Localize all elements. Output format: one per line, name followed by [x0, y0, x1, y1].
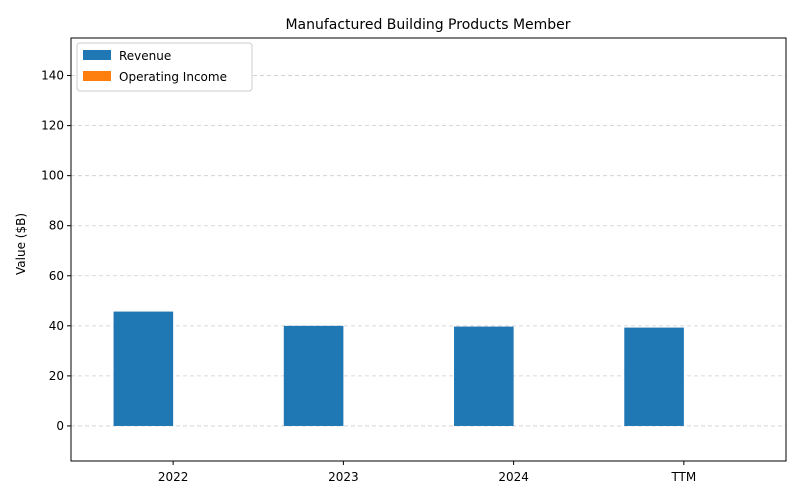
x-tick-label: 2022	[158, 470, 189, 484]
y-tick-label: 60	[49, 269, 64, 283]
x-tick-label: TTM	[670, 470, 696, 484]
y-axis: 0 20 40 60 80 100 120 140	[41, 69, 71, 433]
bar-revenue	[283, 325, 344, 426]
x-axis: 2022 2023 2024 TTM	[158, 461, 696, 484]
y-axis-label: Value ($B)	[14, 213, 28, 275]
y-tick-label: 20	[49, 369, 64, 383]
y-tick-label: 120	[41, 119, 64, 133]
bar-revenue	[624, 327, 684, 426]
chart-title: Manufactured Building Products Member	[285, 17, 570, 33]
legend-swatch-operating-income	[83, 71, 111, 81]
x-tick-label: 2023	[328, 470, 359, 484]
gridlines	[71, 75, 786, 427]
legend-label-revenue: Revenue	[119, 49, 171, 63]
legend: Revenue Operating Income	[76, 42, 253, 92]
bar-revenue	[454, 326, 514, 426]
y-tick-label: 100	[41, 169, 64, 183]
legend-label-operating-income: Operating Income	[119, 70, 227, 84]
y-tick-label: 0	[56, 419, 64, 433]
plot-frame	[70, 37, 787, 462]
y-tick-label: 80	[49, 219, 64, 233]
bars	[113, 311, 684, 426]
legend-box	[76, 42, 253, 92]
y-tick-label: 40	[49, 319, 64, 333]
legend-swatch-revenue	[83, 50, 111, 60]
y-tick-label: 140	[41, 69, 64, 83]
bar-revenue	[113, 311, 174, 426]
x-tick-label: 2024	[498, 470, 529, 484]
